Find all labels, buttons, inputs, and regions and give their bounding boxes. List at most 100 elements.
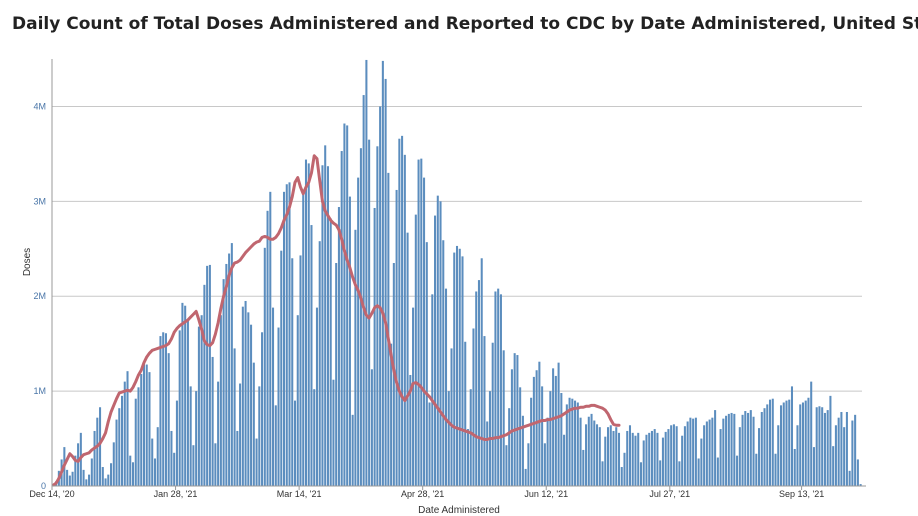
bar	[239, 383, 242, 486]
bar	[672, 424, 675, 486]
bar	[653, 429, 656, 486]
bar	[779, 405, 783, 486]
bar	[137, 387, 140, 486]
bar	[763, 408, 766, 486]
bar	[321, 165, 324, 486]
bar	[140, 374, 143, 486]
bar	[310, 225, 313, 486]
bar	[233, 348, 236, 486]
bar	[164, 333, 167, 486]
bar	[277, 327, 280, 486]
bar	[535, 370, 538, 486]
bar	[856, 459, 859, 486]
bar	[110, 463, 113, 486]
bar	[576, 402, 579, 486]
bar	[153, 458, 156, 486]
bar	[626, 430, 629, 486]
bar	[82, 469, 85, 486]
bar	[214, 443, 217, 486]
bar	[681, 435, 684, 486]
bar	[68, 475, 71, 486]
bar	[851, 420, 854, 486]
bar	[807, 397, 810, 486]
bar	[832, 446, 835, 486]
bar	[178, 330, 181, 486]
bar	[313, 389, 316, 486]
bar	[736, 455, 739, 486]
bar	[538, 361, 541, 486]
bar	[598, 427, 601, 486]
bar	[455, 245, 459, 486]
bar	[661, 437, 664, 486]
bar	[291, 258, 294, 486]
bar	[442, 240, 445, 486]
bar	[557, 362, 560, 486]
bar	[823, 412, 826, 486]
bar	[307, 163, 310, 486]
bar	[362, 95, 365, 486]
bar	[843, 427, 846, 486]
bar	[99, 407, 102, 486]
bar	[439, 201, 442, 486]
bar	[420, 158, 423, 486]
bar	[524, 468, 527, 486]
bar	[782, 402, 785, 486]
bar	[450, 348, 453, 486]
bar	[650, 430, 653, 486]
bar	[326, 166, 329, 486]
bar	[282, 191, 286, 486]
bar	[175, 400, 178, 486]
bar	[755, 453, 758, 486]
bar	[741, 414, 744, 486]
bar	[617, 432, 621, 486]
bar	[571, 398, 574, 486]
bar	[711, 417, 714, 486]
bar	[554, 375, 557, 486]
bar	[230, 243, 233, 486]
bar	[250, 324, 253, 486]
bar	[656, 432, 659, 486]
bar	[716, 457, 719, 486]
bar	[315, 307, 318, 486]
bar	[395, 189, 398, 486]
bar	[173, 452, 176, 486]
bar	[258, 386, 261, 486]
bar	[585, 424, 588, 486]
bar	[340, 151, 343, 487]
x-tick-label: Sep 13, '21	[779, 489, 824, 499]
bar	[568, 397, 571, 486]
bar	[546, 417, 549, 486]
bar	[346, 125, 349, 487]
bar	[785, 400, 788, 486]
bar	[85, 479, 88, 486]
bar	[145, 364, 148, 486]
bar	[590, 413, 593, 486]
bar	[241, 306, 244, 486]
bar	[167, 353, 170, 486]
bar	[90, 458, 93, 486]
bar	[703, 425, 706, 486]
bar	[752, 416, 755, 486]
bar	[574, 400, 577, 486]
x-tick-label: Jul 27, '21	[649, 489, 690, 499]
bar	[774, 453, 777, 486]
bar	[469, 389, 472, 486]
bar	[458, 248, 461, 486]
bar	[829, 395, 832, 486]
bar	[351, 414, 354, 486]
bar	[642, 440, 645, 486]
bar	[444, 288, 448, 486]
bar	[634, 435, 637, 486]
bar	[725, 415, 728, 486]
bar	[343, 123, 346, 487]
bar	[579, 417, 582, 486]
bar	[131, 462, 135, 486]
x-tick-label: Apr 28, '21	[401, 489, 444, 499]
bar	[508, 408, 511, 486]
y-axis-label: Doses	[22, 248, 33, 276]
bar	[104, 478, 107, 486]
bar	[148, 372, 151, 486]
bar	[694, 417, 697, 486]
bar	[620, 467, 623, 486]
bar	[697, 458, 700, 486]
